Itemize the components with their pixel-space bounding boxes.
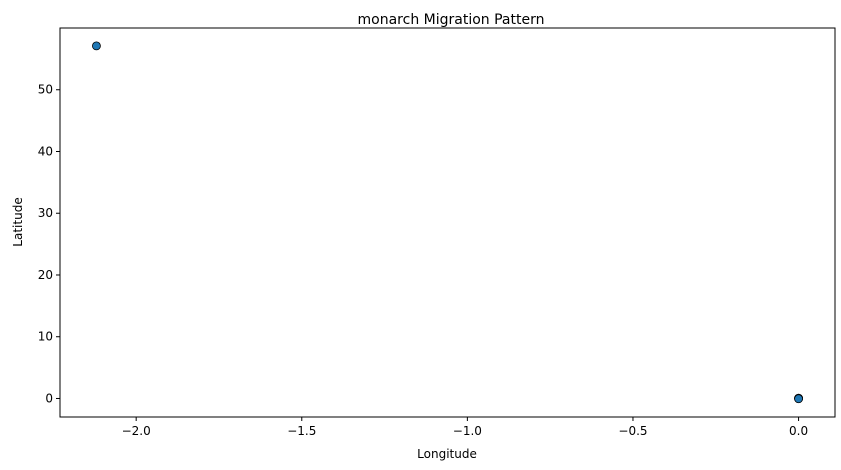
- chart-title: monarch Migration Pattern: [358, 12, 545, 28]
- y-axis-label: Latitude: [11, 197, 25, 246]
- y-axis: 0 10 20 30 40 50: [38, 83, 60, 405]
- x-tick-label: −0.5: [618, 424, 647, 438]
- x-tick-label: 0.0: [789, 424, 808, 438]
- plot-area: [59, 27, 836, 418]
- data-points: [92, 41, 803, 404]
- plot-frame: [59, 27, 836, 418]
- y-tick-label: 10: [38, 330, 53, 344]
- scatter-point: [92, 41, 101, 51]
- scatter-point: [794, 394, 803, 404]
- x-axis: −2.0 −1.5 −1.0 −0.5 0.0: [122, 417, 808, 438]
- y-tick-label: 50: [38, 83, 53, 97]
- x-tick-label: −1.5: [287, 424, 316, 438]
- y-tick-label: 0: [45, 391, 53, 405]
- y-tick-label: 40: [38, 144, 53, 158]
- y-tick-label: 20: [38, 268, 53, 282]
- x-tick-label: −1.0: [453, 424, 482, 438]
- x-tick-label: −2.0: [122, 424, 151, 438]
- y-tick-label: 30: [38, 206, 53, 220]
- x-axis-label: Longitude: [417, 447, 477, 461]
